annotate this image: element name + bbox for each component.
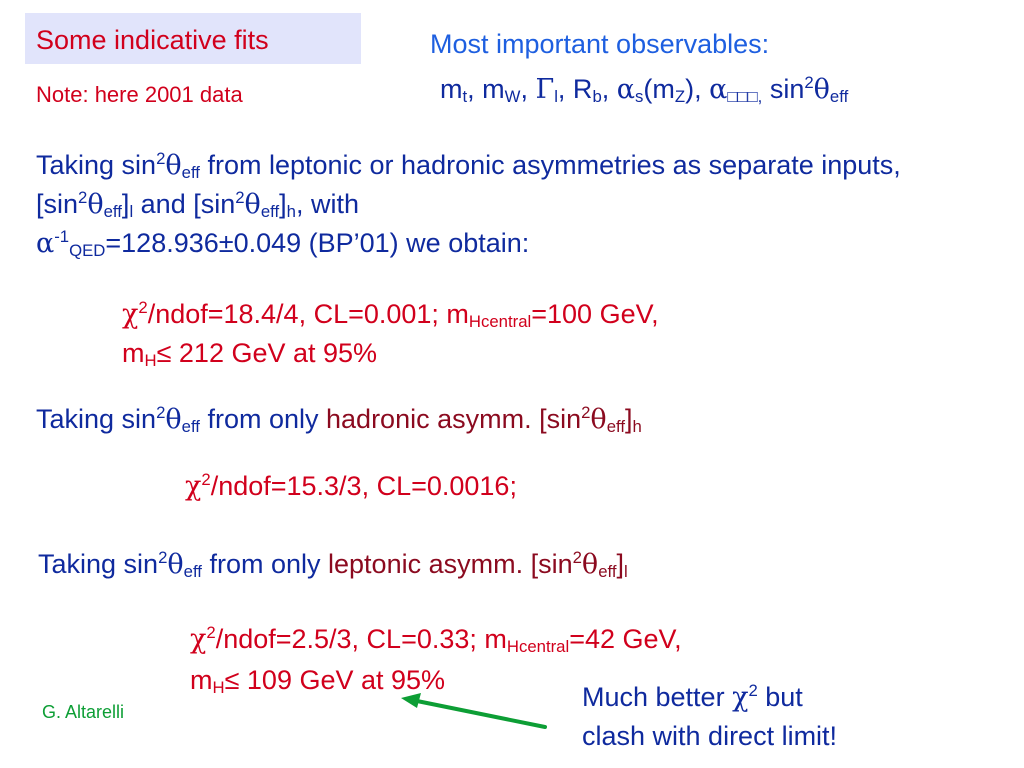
leptonic-emphasis: leptonic asymm. [sin2θeff]l: [328, 547, 628, 582]
author-credit: G. Altarelli: [42, 702, 125, 722]
green-arrow-icon: [401, 693, 547, 729]
observables-heading: Most important observables:: [430, 29, 770, 59]
observables-list: mt, mW, Γl, Rb, αs(mZ), α□□□, sin2θeff: [440, 72, 849, 107]
data-note: Note: here 2001 data: [36, 82, 243, 107]
title-box: [25, 13, 361, 64]
hadronic-emphasis: hadronic asymm. [sin2θeff]h: [326, 402, 642, 437]
result-leptonic-fit: χ2/ndof=2.5/3, CL=0.33; mHcentral=42 GeV…: [190, 622, 682, 698]
paragraph-separate-inputs: Taking sin2θeff from leptonic or hadroni…: [36, 148, 901, 261]
paragraph-hadronic-only: Taking sin2θeff from only hadronic asymm…: [36, 402, 642, 437]
comment-direct-limit: Much better χ2 but clash with direct limi…: [582, 680, 838, 751]
result-hadronic-fit: χ2/ndof=15.3/3, CL=0.0016;: [185, 469, 517, 502]
paragraph-leptonic-only: Taking sin2θeff from only leptonic asymm…: [38, 547, 628, 582]
slide-title: Some indicative fits: [36, 25, 269, 55]
result-combined-fit: χ2/ndof=18.4/4, CL=0.001; mHcentral=100 …: [122, 297, 659, 371]
